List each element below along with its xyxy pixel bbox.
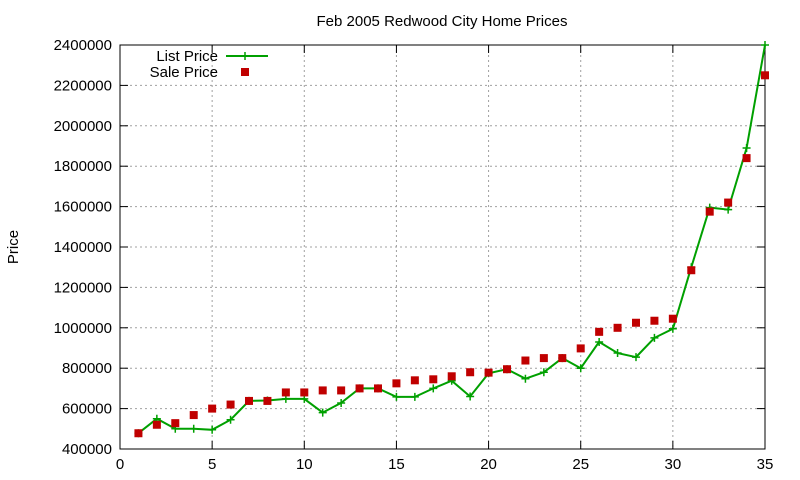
sale-price-point — [208, 404, 217, 413]
y-tick-label: 1800000 — [54, 158, 112, 175]
x-tick-label: 10 — [296, 456, 313, 473]
x-tick-label: 25 — [572, 456, 589, 473]
y-tick-label: 2200000 — [54, 77, 112, 94]
y-tick-label: 1400000 — [54, 239, 112, 256]
y-tick-label: 600000 — [62, 401, 112, 418]
sale-price-point — [337, 386, 346, 395]
list-price-point — [208, 425, 217, 434]
legend-sale-price-label: Sale Price — [150, 64, 218, 81]
sale-price-point — [281, 388, 290, 397]
list-price-point — [613, 349, 622, 358]
list-price-point — [724, 205, 733, 214]
x-tick-label: 15 — [388, 456, 405, 473]
axis-ticks: 400000 600000 800000 1000000 1200000 1400000 1… — [54, 37, 774, 473]
list-price-point — [466, 392, 475, 401]
y-tick-label: 1200000 — [54, 279, 112, 296]
y-tick-label: 800000 — [62, 360, 112, 377]
x-tick-label: 5 — [208, 456, 216, 473]
sale-price-point — [558, 354, 567, 363]
sale-price-point — [318, 386, 327, 395]
grid — [120, 45, 765, 449]
sale-price-point — [355, 384, 364, 393]
x-tick-label: 20 — [480, 456, 497, 473]
sale-price-point — [189, 411, 198, 420]
sale-price-point — [687, 266, 696, 275]
list-price-point — [392, 392, 401, 401]
list-price-point — [337, 398, 346, 407]
series — [134, 41, 769, 438]
list-price-point — [189, 424, 198, 433]
sale-price-point — [595, 327, 604, 336]
sale-price-point — [539, 354, 548, 363]
sale-price-point — [429, 375, 438, 384]
sale-price-point — [521, 356, 530, 365]
list-price-point — [539, 368, 548, 377]
sale-price-point — [668, 314, 677, 323]
list-price-point — [318, 408, 327, 417]
sale-price-point — [300, 388, 309, 397]
legend: List Price Sale Price — [150, 48, 268, 81]
list-price-point — [429, 384, 438, 393]
x-tick-label: 30 — [665, 456, 682, 473]
sale-price-point — [392, 379, 401, 388]
legend-sale-price-marker — [241, 68, 249, 76]
list-price-point — [521, 374, 530, 383]
sale-price-point — [484, 368, 493, 377]
list-price-point — [576, 364, 585, 373]
sale-price-point — [171, 419, 180, 428]
x-tick-label: 0 — [116, 456, 124, 473]
sale-price-point — [503, 365, 511, 374]
sale-price-point — [650, 316, 659, 325]
sale-price-point — [152, 420, 161, 429]
x-tick-label: 35 — [757, 456, 774, 473]
list-price-point — [632, 353, 640, 362]
sale-price-point — [226, 400, 235, 409]
legend-list-price-label: List Price — [156, 48, 218, 65]
y-tick-label: 2400000 — [54, 37, 112, 54]
sale-price-point — [447, 372, 456, 381]
sale-price-point — [466, 368, 475, 377]
y-tick-label: 400000 — [62, 441, 112, 458]
sale-price-point — [632, 318, 640, 327]
sale-price-point — [576, 344, 585, 353]
list-price-point — [650, 333, 659, 342]
list-price-point — [742, 144, 751, 153]
list-price-point — [761, 41, 769, 49]
sale-price-point — [742, 154, 751, 163]
sale-price-point — [761, 71, 769, 80]
y-tick-label: 2000000 — [54, 118, 112, 135]
sale-price-point — [263, 396, 272, 405]
sale-price-point — [613, 323, 622, 332]
y-tick-label: 1600000 — [54, 199, 112, 216]
list-price-point — [226, 415, 235, 424]
sale-price-point — [245, 396, 253, 405]
sale-price-point — [374, 384, 382, 393]
sale-price-point — [134, 429, 143, 438]
list-price-point — [595, 337, 604, 346]
legend-list-price-marker — [241, 52, 249, 60]
sale-price-point — [705, 207, 714, 216]
list-price-point — [410, 392, 419, 401]
list-price-point — [668, 324, 677, 333]
chart-title: Feb 2005 Redwood City Home Prices — [317, 13, 568, 30]
sale-price-point — [724, 198, 733, 207]
y-axis-label: Price — [5, 230, 22, 264]
sale-price-point — [410, 376, 419, 385]
y-tick-label: 1000000 — [54, 320, 112, 337]
